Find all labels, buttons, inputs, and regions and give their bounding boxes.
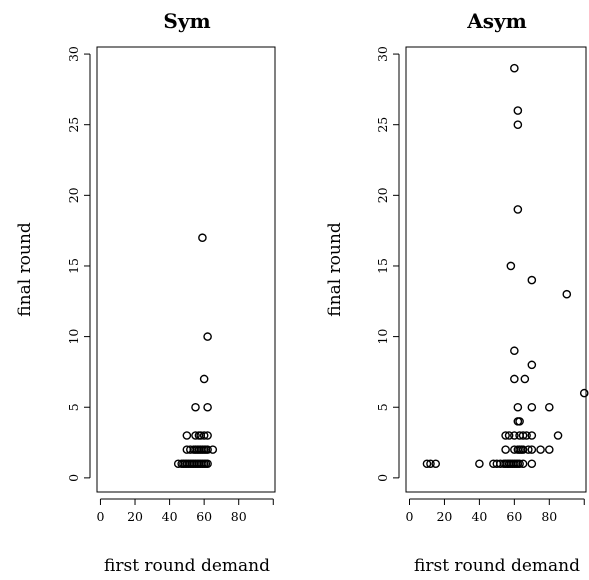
data-point: [422, 459, 432, 469]
data-point: [515, 417, 524, 426]
x-axis-label: first round demand: [414, 556, 580, 576]
data-point: [553, 431, 563, 440]
data-point: [431, 459, 441, 469]
data-point: [510, 431, 519, 440]
plot-frame: [96, 46, 276, 493]
data-point: [518, 431, 528, 440]
y-tick-label: 10: [66, 329, 81, 345]
x-tick-label: 0: [406, 509, 414, 524]
data-point: [203, 459, 212, 469]
data-point: [562, 289, 572, 299]
x-tick-label: 40: [162, 509, 178, 524]
x-tick-label: 60: [506, 509, 522, 524]
y-tick-label: 0: [66, 474, 81, 482]
data-point: [527, 275, 537, 285]
data-point: [520, 374, 530, 384]
panel-asym: Asym first round demand final round 0 20 4…: [325, 9, 589, 576]
y-tick-label: 30: [375, 46, 390, 62]
data-point: [208, 445, 218, 454]
data-point: [545, 445, 554, 454]
data-point: [524, 445, 533, 454]
data-point: [191, 431, 200, 440]
data-point: [536, 445, 545, 454]
data-point: [527, 445, 537, 454]
y-tick-label: 30: [66, 46, 81, 62]
data-point: [504, 431, 514, 440]
data-point: [203, 431, 212, 440]
x-axis-label: first round demand: [104, 556, 270, 576]
data-point: [515, 459, 524, 469]
panel-title: Sym: [163, 9, 210, 33]
data-point: [513, 120, 523, 129]
y-tick-label: 25: [66, 117, 81, 133]
x-tick-label: 0: [96, 509, 104, 524]
y-tick-label: 5: [375, 403, 390, 411]
y-tick-label: 25: [375, 117, 390, 133]
panel-title: Asym: [466, 9, 527, 33]
data-point: [579, 388, 589, 398]
x-tick-label: 60: [196, 509, 212, 524]
data-point: [527, 431, 537, 440]
data-point: [426, 459, 435, 469]
panel-sym: Sym first round demand final round 0 20 40…: [15, 9, 276, 576]
data-point: [518, 445, 528, 454]
data-point: [522, 431, 531, 440]
data-point: [513, 106, 523, 115]
data-point: [203, 332, 212, 341]
y-tick-label: 5: [66, 403, 81, 411]
y-tick-label: 15: [66, 258, 81, 274]
data-point: [203, 445, 212, 454]
x-tick-label: 20: [127, 509, 143, 524]
data-point: [203, 402, 212, 412]
data-point: [527, 402, 537, 412]
y-tick-label: 10: [375, 329, 390, 345]
data-point: [475, 459, 484, 469]
plot-frame: [405, 46, 587, 493]
y-tick-label: 20: [66, 187, 81, 203]
y-tick-label: 20: [375, 187, 390, 203]
data-point: [199, 374, 209, 384]
data-point: [510, 63, 519, 73]
y-tick-label: 0: [375, 474, 390, 482]
x-tick-label: 80: [541, 509, 557, 524]
data-point: [506, 261, 516, 271]
x-tick-label: 80: [231, 509, 247, 524]
x-tick-label: 40: [471, 509, 487, 524]
data-point: [199, 431, 209, 440]
data-point: [513, 402, 523, 412]
data-point: [510, 374, 519, 384]
data-point: [518, 459, 528, 469]
data-point: [513, 205, 523, 214]
data-point: [527, 360, 537, 370]
data-point: [545, 402, 554, 412]
data-point: [501, 445, 510, 454]
data-point: [527, 459, 537, 469]
x-tick-label: 20: [436, 509, 452, 524]
y-axis-label: final round: [15, 222, 35, 317]
y-tick-label: 15: [375, 258, 390, 274]
data-point: [191, 402, 200, 412]
data-point: [198, 233, 207, 243]
y-axis-label: final round: [325, 222, 345, 317]
data-point: [510, 346, 519, 356]
data-point: [501, 431, 510, 440]
data-point: [182, 431, 192, 440]
